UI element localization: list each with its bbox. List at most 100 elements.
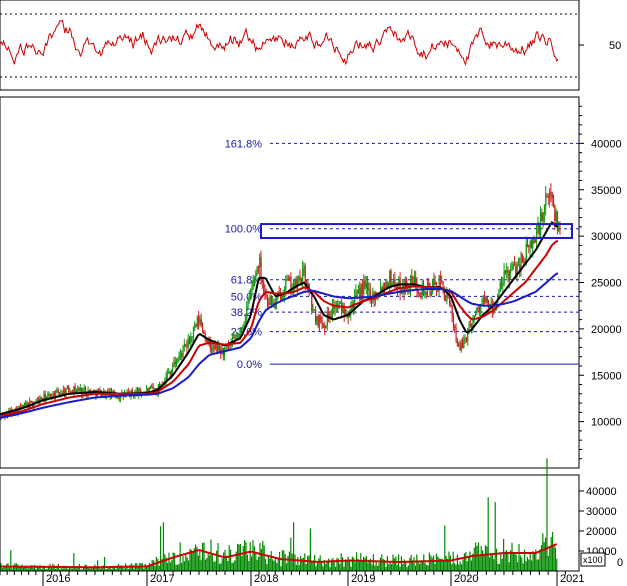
candle-body	[178, 355, 180, 360]
candle-body	[18, 406, 20, 409]
candle-body	[26, 402, 28, 406]
candle-body	[48, 393, 50, 395]
candle-body	[316, 316, 318, 323]
candle-body	[43, 394, 45, 400]
candle-body	[502, 284, 504, 286]
candle-body	[352, 303, 354, 310]
candle-body	[166, 372, 169, 375]
candle-body	[199, 319, 201, 324]
price-tick-label: 40000	[591, 138, 622, 150]
candle-body	[399, 278, 401, 294]
candle-body	[59, 392, 61, 395]
volume-tick-label: 40000	[586, 486, 617, 498]
candle-body	[445, 299, 447, 301]
candle-body	[438, 275, 440, 291]
candle-body	[368, 289, 370, 291]
candle-body	[302, 268, 304, 285]
candle-body	[520, 253, 522, 271]
candle-body	[476, 307, 478, 312]
candle-body	[397, 283, 399, 290]
candle-body	[430, 291, 432, 297]
candle-body	[194, 324, 196, 329]
candle-body	[131, 390, 133, 394]
candle-body	[467, 328, 469, 341]
candle-body	[519, 264, 521, 271]
candle-body	[484, 296, 486, 303]
candle-body	[22, 404, 24, 408]
volume-tick-label: 20000	[586, 526, 617, 538]
candle-body	[536, 231, 538, 240]
candle-body	[515, 265, 517, 276]
candle-body	[198, 317, 200, 324]
candle-body	[90, 389, 92, 391]
candle-body	[98, 390, 100, 392]
candle-body	[404, 278, 406, 294]
candle-body	[243, 324, 245, 328]
candle-body	[410, 276, 412, 290]
candle-body	[151, 386, 153, 388]
candle-body	[348, 315, 351, 318]
candle-body	[269, 296, 271, 305]
candle-body	[176, 363, 178, 365]
candle-body	[257, 266, 260, 268]
candle-body	[417, 291, 419, 293]
candle-body	[182, 346, 184, 358]
x-tick-label: 2021	[560, 573, 584, 585]
candle-body	[516, 264, 518, 276]
candle-body	[300, 280, 302, 285]
candle-body	[330, 314, 332, 318]
candle-body	[256, 266, 258, 273]
candle-body	[490, 303, 492, 305]
volume-tick-label: 30000	[586, 506, 617, 518]
candle-body	[523, 260, 525, 263]
candle-body	[261, 279, 263, 283]
candle-body	[322, 325, 325, 328]
candle-body	[437, 290, 439, 292]
candle-body	[187, 337, 189, 348]
candle-body	[508, 271, 510, 281]
candle-body	[454, 326, 456, 329]
candle-body	[101, 394, 104, 398]
candle-body	[168, 372, 170, 374]
candle-body	[326, 312, 328, 326]
candle-body	[264, 288, 266, 295]
candle-body	[507, 270, 509, 281]
x-tick-label: 2016	[46, 573, 70, 585]
candle-body	[246, 307, 248, 320]
candle-body	[455, 328, 457, 340]
candle-body	[554, 206, 556, 221]
candle-body	[12, 410, 14, 415]
candle-body	[393, 279, 395, 284]
candle-body	[363, 280, 365, 295]
candle-body	[472, 320, 474, 328]
rsi-layer	[0, 13, 579, 78]
candle-body	[17, 408, 19, 414]
candle-body	[190, 336, 192, 344]
candle-body	[195, 324, 197, 327]
candle-body	[299, 277, 301, 281]
candle-body	[321, 321, 323, 328]
moving-average-line	[0, 221, 559, 416]
candle-body	[443, 289, 445, 300]
candle-body	[21, 404, 23, 409]
candle-body	[191, 336, 193, 338]
candle-body	[252, 280, 254, 287]
candle-body	[449, 295, 451, 302]
candle-body	[88, 389, 91, 391]
candle-body	[263, 282, 265, 289]
candle-body	[525, 244, 527, 262]
candle-body	[272, 302, 274, 304]
candle-body	[283, 289, 286, 295]
candle-body	[451, 305, 453, 317]
volume-average-line	[1, 543, 558, 569]
candle-body	[259, 257, 261, 268]
candle-body	[395, 285, 397, 290]
candle-body	[234, 336, 236, 339]
candle-body	[313, 309, 315, 311]
rsi-line	[0, 19, 559, 66]
candle-body	[319, 316, 321, 326]
candle-body	[44, 394, 46, 401]
candle-body	[364, 280, 366, 288]
candle-body	[179, 352, 182, 356]
